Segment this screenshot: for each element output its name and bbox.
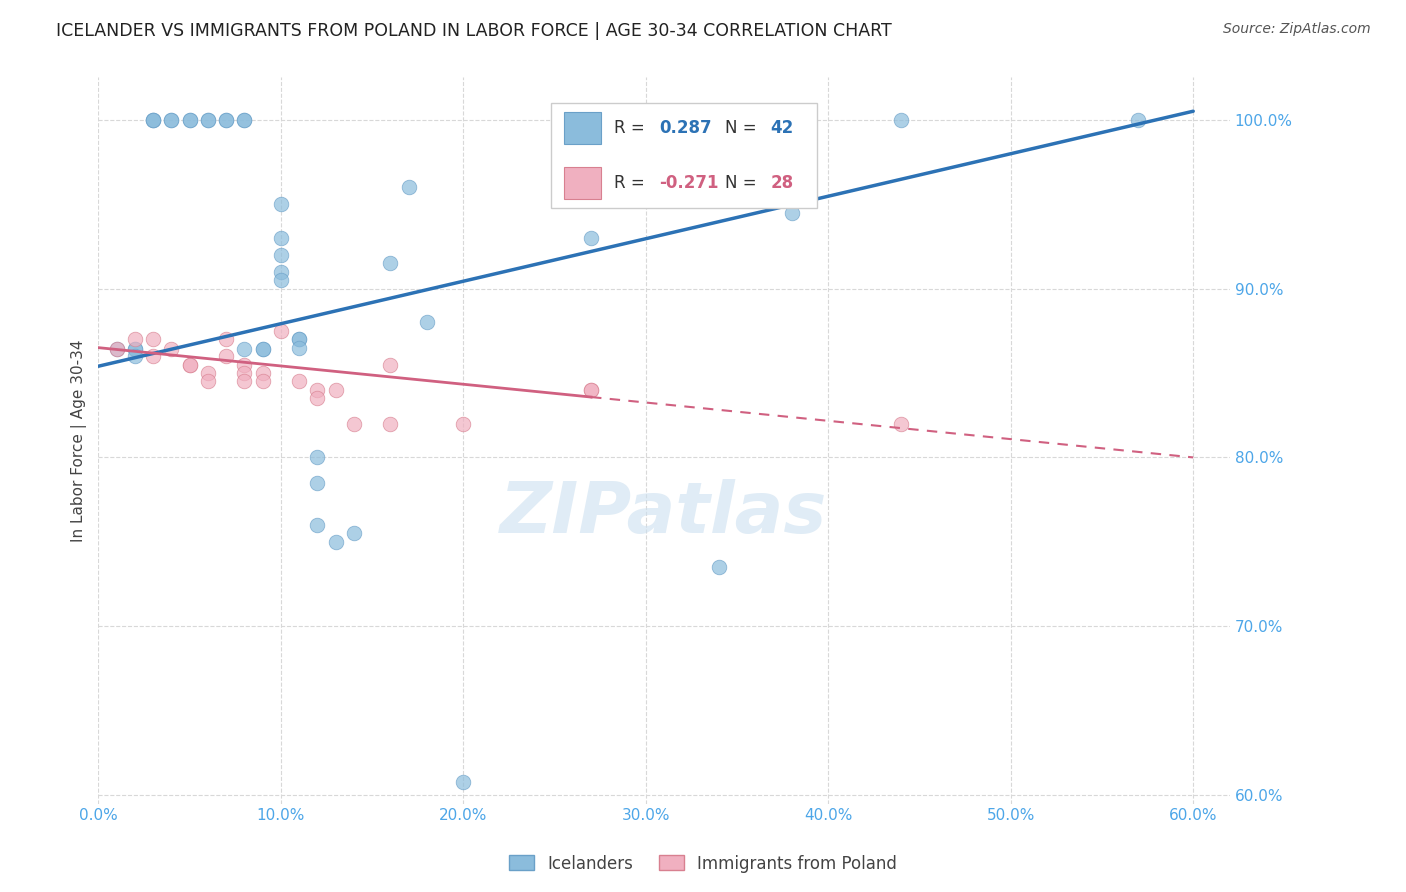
Point — [307, 392, 329, 406]
Point — [288, 341, 311, 355]
Point — [105, 343, 128, 357]
Point — [307, 475, 329, 490]
Point — [1128, 112, 1150, 127]
Text: 0.287: 0.287 — [659, 119, 711, 136]
Text: ICELANDER VS IMMIGRANTS FROM POLAND IN LABOR FORCE | AGE 30-34 CORRELATION CHART: ICELANDER VS IMMIGRANTS FROM POLAND IN L… — [56, 22, 891, 40]
Point — [579, 383, 602, 397]
Point — [197, 112, 219, 127]
Point — [343, 417, 366, 431]
Point — [270, 324, 292, 338]
Point — [233, 112, 256, 127]
Point — [215, 349, 238, 363]
Point — [142, 112, 165, 127]
Point — [398, 180, 420, 194]
Point — [197, 375, 219, 389]
Text: N =: N = — [725, 174, 762, 192]
Point — [380, 417, 402, 431]
Text: Source: ZipAtlas.com: Source: ZipAtlas.com — [1223, 22, 1371, 37]
Text: R =: R = — [614, 174, 650, 192]
FancyBboxPatch shape — [564, 112, 600, 145]
Text: N =: N = — [725, 119, 762, 136]
Point — [453, 774, 475, 789]
Point — [288, 332, 311, 346]
Point — [179, 112, 201, 127]
Text: 42: 42 — [770, 119, 793, 136]
Point — [252, 366, 274, 380]
Text: -0.271: -0.271 — [659, 174, 718, 192]
Point — [288, 332, 311, 346]
Y-axis label: In Labor Force | Age 30-34: In Labor Force | Age 30-34 — [72, 339, 87, 541]
Point — [270, 273, 292, 287]
Point — [270, 197, 292, 211]
Point — [124, 343, 146, 357]
Point — [215, 112, 238, 127]
Point — [890, 417, 912, 431]
Legend: Icelanders, Immigrants from Poland: Icelanders, Immigrants from Poland — [502, 848, 904, 880]
FancyBboxPatch shape — [564, 167, 600, 200]
Point — [179, 358, 201, 372]
Point — [252, 343, 274, 357]
Text: ZIPatlas: ZIPatlas — [501, 479, 828, 548]
Point — [215, 332, 238, 346]
Point — [453, 417, 475, 431]
Point — [179, 358, 201, 372]
Point — [142, 112, 165, 127]
Point — [124, 332, 146, 346]
Point — [142, 332, 165, 346]
Point — [160, 112, 183, 127]
Point — [233, 112, 256, 127]
Point — [343, 526, 366, 541]
Point — [142, 112, 165, 127]
Point — [780, 205, 803, 219]
Point — [142, 349, 165, 363]
Point — [160, 112, 183, 127]
Text: 28: 28 — [770, 174, 793, 192]
Point — [380, 358, 402, 372]
Point — [890, 112, 912, 127]
Point — [252, 375, 274, 389]
Point — [325, 534, 347, 549]
Point — [270, 265, 292, 279]
FancyBboxPatch shape — [551, 103, 817, 208]
Point — [233, 375, 256, 389]
Point — [233, 343, 256, 357]
Point — [197, 112, 219, 127]
Text: R =: R = — [614, 119, 650, 136]
Point — [307, 518, 329, 533]
Point — [233, 358, 256, 372]
Point — [160, 343, 183, 357]
Point — [579, 231, 602, 245]
Point — [215, 112, 238, 127]
Point — [179, 112, 201, 127]
Point — [124, 349, 146, 363]
Point — [197, 366, 219, 380]
Point — [380, 256, 402, 270]
Point — [270, 231, 292, 245]
Point — [325, 383, 347, 397]
Point — [124, 343, 146, 357]
Point — [288, 375, 311, 389]
Point — [416, 315, 439, 329]
Point — [233, 366, 256, 380]
Point — [307, 383, 329, 397]
Point — [252, 343, 274, 357]
Point — [105, 343, 128, 357]
Point — [579, 383, 602, 397]
Point — [707, 560, 730, 574]
Point — [307, 450, 329, 465]
Point — [270, 248, 292, 262]
